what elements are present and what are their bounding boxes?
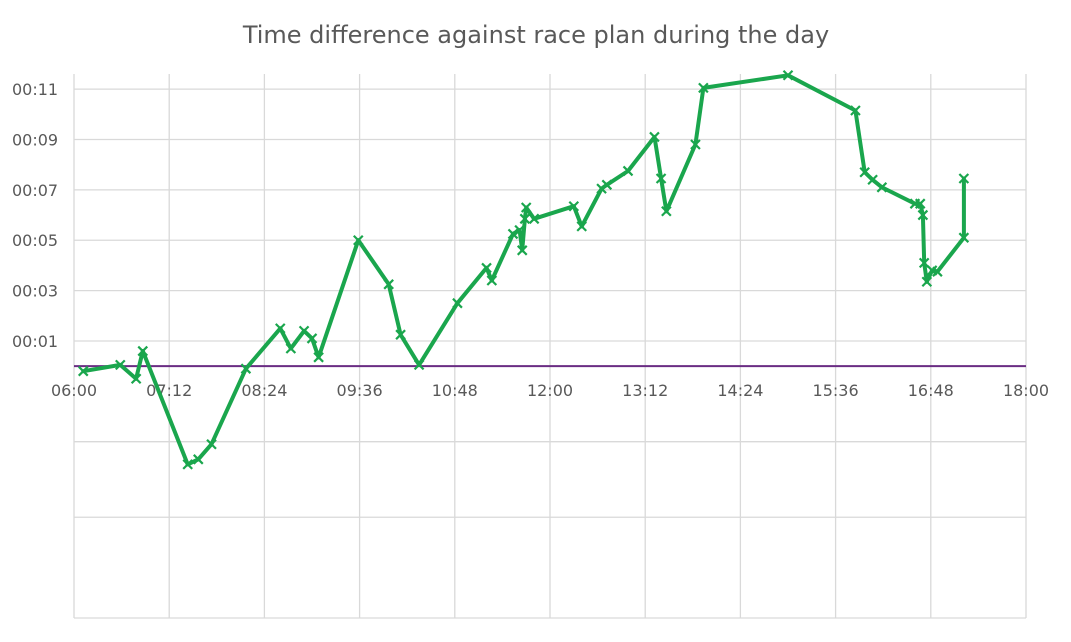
data-point-marker (661, 205, 672, 217)
data-point-marker (274, 323, 286, 334)
data-point-marker (306, 333, 318, 344)
y-tick-label: 00:05 (12, 231, 58, 250)
series-layer (77, 69, 970, 470)
y-tick-label: 00:11 (12, 80, 58, 99)
data-point-marker (528, 213, 540, 225)
data-point-marker (914, 198, 926, 209)
data-point-marker (655, 173, 667, 184)
data-point-marker (958, 232, 970, 243)
data-point-marker (193, 454, 204, 465)
data-point-marker (918, 257, 930, 269)
data-point-marker (352, 234, 364, 246)
x-tick-label: 08:24 (241, 381, 287, 400)
data-point-marker (182, 459, 193, 470)
y-axis-tick-labels: 00:01 00:03 00:05 00:07 00:09 00:11 (12, 80, 58, 351)
data-point-marker (77, 365, 89, 377)
data-point-marker (298, 325, 310, 337)
data-point-marker (313, 352, 324, 363)
x-tick-label: 14:24 (717, 381, 763, 400)
data-point-marker (520, 202, 532, 213)
data-point-marker (395, 329, 406, 340)
x-tick-label: 06:00 (51, 381, 97, 400)
data-point-marker (481, 262, 492, 274)
data-point-marker (698, 82, 709, 94)
x-tick-label: 18:00 (1003, 381, 1049, 400)
data-point-marker (690, 139, 701, 150)
data-point-marker (486, 275, 498, 286)
data-point-marker (932, 266, 943, 277)
chart-title: Time difference against race plan during… (242, 21, 829, 49)
x-tick-label: 09:36 (337, 381, 383, 400)
data-point-marker (206, 438, 217, 450)
data-point-marker (516, 245, 528, 256)
data-point-marker (114, 359, 126, 371)
data-point-marker (622, 165, 634, 177)
data-point-marker (576, 221, 588, 232)
data-point-marker (958, 173, 970, 184)
x-tick-label: 13:12 (622, 381, 668, 400)
data-point-marker (130, 373, 142, 385)
data-point-marker (507, 228, 519, 240)
data-point-marker (876, 182, 888, 193)
data-point-marker (921, 276, 933, 288)
data-point-marker (285, 343, 297, 354)
x-axis-tick-labels: 06:00 07:12 08:24 09:36 10:48 12:00 13:12 14:24… (51, 381, 1049, 400)
data-point-marker (514, 224, 525, 236)
x-tick-label: 07:12 (146, 381, 192, 400)
data-point-marker (782, 69, 794, 81)
data-point-marker (859, 166, 870, 178)
data-point-marker (413, 359, 425, 371)
data-point-marker (601, 179, 613, 191)
gridlines (73, 74, 1027, 619)
y-tick-label: 00:01 (12, 332, 58, 351)
y-tick-label: 00:03 (12, 282, 58, 301)
data-point-marker (452, 297, 463, 309)
x-tick-label: 10:48 (432, 381, 478, 400)
series-line (81, 73, 966, 467)
data-point-marker (137, 345, 149, 357)
y-tick-label: 00:09 (12, 130, 58, 149)
data-point-marker (240, 363, 252, 374)
data-point-marker (383, 279, 394, 290)
data-point-marker (917, 209, 929, 221)
x-tick-label: 15:36 (813, 381, 859, 400)
data-point-marker (568, 200, 580, 212)
data-point-marker (867, 174, 878, 186)
x-tick-label: 16:48 (908, 381, 954, 400)
x-tick-label: 12:00 (527, 381, 573, 400)
data-point-marker (649, 131, 660, 143)
data-point-marker (519, 213, 531, 225)
y-tick-label: 00:07 (12, 181, 58, 200)
data-point-marker (850, 105, 861, 116)
